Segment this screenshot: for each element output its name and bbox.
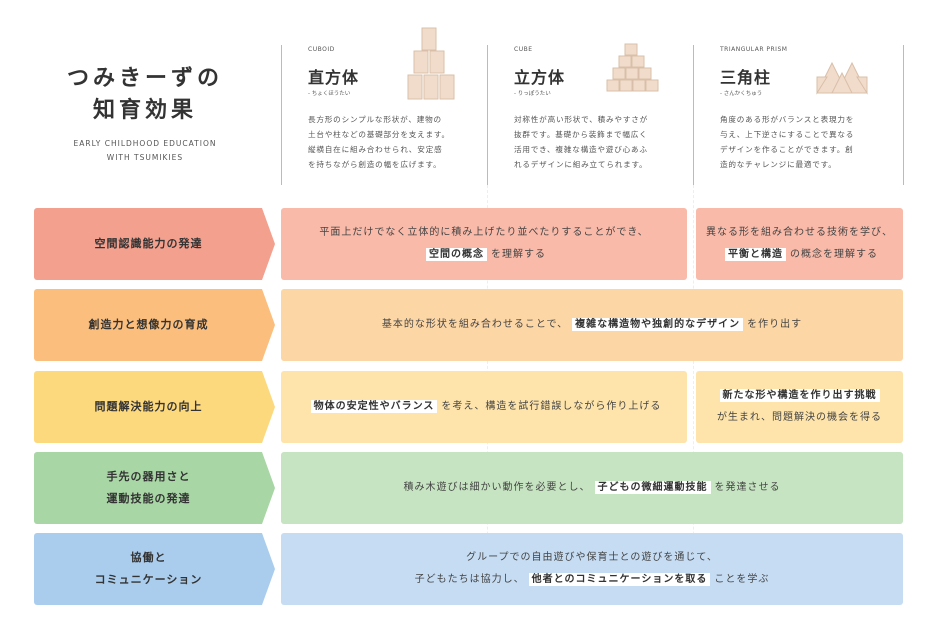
shape-description: を持ちながら創造の幅を広げます。 bbox=[308, 160, 442, 169]
cell-line: 物体の安定性やバランス を考え、構造を試行錯誤しながら作り上げる bbox=[307, 396, 662, 418]
shape-name: 三角柱 bbox=[720, 68, 772, 87]
title-line: 知育効果 bbox=[92, 98, 197, 123]
highlight: 新たな形や構造を作り出す挑戦 bbox=[719, 389, 880, 402]
text: グループでの自由遊びや保育士との遊びを通じて、 bbox=[466, 552, 718, 563]
shape-description: 抜群です。基礎から装飾まで幅広く bbox=[514, 130, 648, 139]
row-cell: 基本的な形状を組み合わせることで、 複雑な構造物や独創的なデザイン を作り出す bbox=[281, 289, 903, 361]
divider bbox=[487, 45, 488, 185]
shape-kana: - さんかくちゅう bbox=[720, 91, 763, 97]
row-cell: 平面上だけでなく立体的に積み上げたり並べたりすることができ、空間の概念 を理解する bbox=[281, 208, 687, 280]
cell-line: 平衡と構造 の概念を理解する bbox=[721, 244, 878, 266]
row-cell: グループでの自由遊びや保育士との遊びを通じて、子どもたちは協力し、 他者とのコミュ… bbox=[281, 533, 903, 605]
text: 基本的な形状を組み合わせることで、 bbox=[381, 319, 569, 330]
shape-description: 縦横自在に組み合わせられ、安定感 bbox=[308, 145, 443, 154]
label-line: 空間認識能力の発達 bbox=[94, 237, 203, 250]
shape-description: 活用でき、複雑な構造や遊び心あふ bbox=[514, 145, 648, 154]
divider bbox=[281, 45, 282, 185]
text: を作り出す bbox=[747, 319, 803, 330]
guide bbox=[693, 185, 694, 605]
cuboid-illustration bbox=[407, 27, 455, 100]
shape-en: CUBOID bbox=[308, 46, 335, 53]
divider bbox=[903, 45, 904, 185]
shape-name: 立方体 bbox=[514, 68, 566, 87]
shape-description: れるデザインに組み立てられます。 bbox=[514, 160, 648, 169]
cell-line: グループでの自由遊びや保育士との遊びを通じて、 bbox=[466, 547, 718, 569]
shape-description: デザインを作ることができます。創 bbox=[720, 145, 854, 154]
label-line: 協働と bbox=[130, 551, 167, 564]
text: を理解する bbox=[491, 249, 546, 260]
cell-line: 平面上だけでなく立体的に積み上げたり並べたりすることができ、 bbox=[319, 222, 648, 244]
cell-line: 新たな形や構造を作り出す挑戦 bbox=[716, 385, 884, 407]
cube-illustration bbox=[606, 43, 659, 92]
highlight: 物体の安定性やバランス bbox=[310, 400, 438, 413]
shape-name: 直方体 bbox=[308, 68, 360, 87]
text: を発達させる bbox=[714, 482, 781, 493]
label-line: 運動技能の発達 bbox=[106, 492, 191, 505]
title-line: つみきーずの bbox=[66, 66, 223, 91]
cell-line: 積み木遊びは細かい動作を必要とし、 子どもの微細運動技能 を発達させる bbox=[404, 477, 781, 499]
prism-illustration bbox=[816, 61, 868, 95]
row-cell: 物体の安定性やバランス を考え、構造を試行錯誤しながら作り上げる bbox=[281, 371, 687, 443]
highlight: 空間の概念 bbox=[426, 248, 487, 261]
label-line: 問題解決能力の向上 bbox=[94, 400, 203, 413]
shape-en: CUBE bbox=[514, 46, 533, 53]
shape-description: 角度のある形がバランスと表現力を bbox=[720, 115, 855, 124]
text: ことを学ぶ bbox=[714, 574, 770, 585]
row-cell: 新たな形や構造を作り出す挑戦 が生まれ、問題解決の機会を得る bbox=[696, 371, 903, 443]
row-cell: 積み木遊びは細かい動作を必要とし、 子どもの微細運動技能 を発達させる bbox=[281, 452, 903, 524]
text: 子どもたちは協力し、 bbox=[414, 574, 525, 585]
cell-line: 子どもたちは協力し、 他者とのコミュニケーションを取る ことを学ぶ bbox=[415, 569, 770, 591]
cell-line: 基本的な形状を組み合わせることで、 複雑な構造物や独創的なデザイン を作り出す bbox=[382, 314, 802, 336]
row-label: 問題解決能力の向上 bbox=[34, 371, 275, 443]
text: を考え、構造を試行錯誤しながら作り上げる bbox=[441, 401, 662, 412]
label-line: 創造力と想像力の育成 bbox=[88, 318, 209, 331]
highlight: 子どもの微細運動技能 bbox=[594, 481, 711, 494]
row-label: 空間認識能力の発達 bbox=[34, 208, 275, 280]
subtitle-line: EARLY CHILDHOOD EDUCATION bbox=[73, 139, 217, 148]
row-label: 手先の器用さと 運動技能の発達 bbox=[34, 452, 275, 524]
shape-description: 土台や柱などの基礎部分を支えます。 bbox=[308, 130, 450, 139]
cell-line: 空間の概念 を理解する bbox=[422, 244, 546, 266]
shape-kana: - りっぽうたい bbox=[514, 91, 551, 97]
text: が生まれ、問題解決の機会を得る bbox=[716, 412, 883, 423]
highlight: 他者とのコミュニケーションを取る bbox=[528, 573, 711, 586]
label-line: 手先の器用さと bbox=[106, 470, 191, 483]
shape-description: 長方形のシンプルな形状が、建物の bbox=[308, 115, 442, 124]
shape-description: 与え、上下逆さにすることで異なる bbox=[720, 130, 855, 139]
shape-description: 対称性が高い形状で、積みやすさが bbox=[514, 115, 648, 124]
subtitle-line: WITH TSUMIKIES bbox=[106, 153, 184, 162]
row-cell: 異なる形を組み合わせる技術を学び、平衡と構造 の概念を理解する bbox=[696, 208, 903, 280]
row-label: 創造力と想像力の育成 bbox=[34, 289, 275, 361]
highlight: 平衡と構造 bbox=[725, 248, 786, 261]
shape-kana: - ちょくほうたい bbox=[308, 91, 351, 97]
label-line: コミュニケーション bbox=[94, 573, 203, 586]
highlight: 複雑な構造物や独創的なデザイン bbox=[572, 318, 744, 331]
text: の概念を理解する bbox=[790, 249, 878, 260]
text: 異なる形を組み合わせる技術を学び、 bbox=[706, 227, 893, 238]
cell-line: 異なる形を組み合わせる技術を学び、 bbox=[706, 222, 893, 244]
shape-description: 造的なチャレンジに最適です。 bbox=[720, 160, 837, 169]
text: 積み木遊びは細かい動作を必要とし、 bbox=[403, 482, 591, 493]
shape-en: TRIANGULAR PRISM bbox=[720, 46, 788, 53]
row-label: 協働とコミュニケーション bbox=[34, 533, 275, 605]
cell-line: が生まれ、問題解決の機会を得る bbox=[717, 407, 882, 429]
text: 平面上だけでなく立体的に積み上げたり並べたりすることができ、 bbox=[319, 227, 649, 238]
divider bbox=[693, 45, 694, 185]
